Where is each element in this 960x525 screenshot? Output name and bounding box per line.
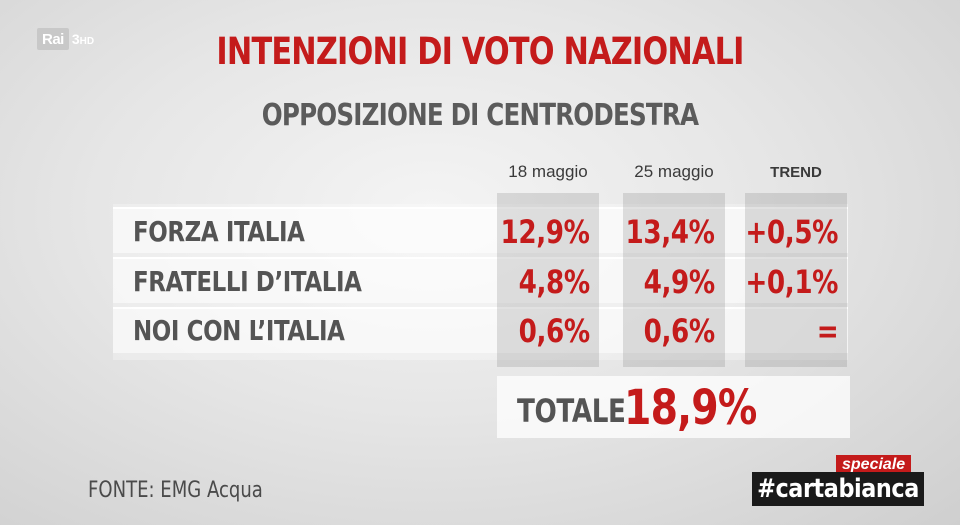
value-25-maggio: 0,6% — [643, 312, 716, 350]
chart-subtitle: OPPOSIZIONE DI CENTRODESTRA — [261, 98, 699, 133]
table-row-forza-italia — [113, 207, 848, 253]
chart-title: INTENZIONI DI VOTO NAZIONALI — [216, 30, 744, 73]
party-label: FRATELLI D’ITALIA — [133, 265, 362, 298]
column-header-25-maggio: 25 maggio — [634, 162, 714, 181]
column-header-trend: TREND — [770, 164, 822, 181]
total-label: TOTALE — [517, 392, 626, 430]
party-label: NOI CON L’ITALIA — [133, 314, 345, 347]
value-trend: = — [816, 312, 838, 350]
party-label: FORZA ITALIA — [133, 215, 305, 248]
channel-number: 3HD — [71, 31, 95, 47]
channel-logo: Rai 3HD — [37, 28, 94, 50]
column-shade-25-maggio — [623, 193, 725, 367]
value-18-maggio: 0,6% — [518, 312, 591, 350]
value-25-maggio: 13,4% — [626, 213, 715, 251]
value-trend: +0,1% — [745, 263, 838, 301]
column-shade-18-maggio — [497, 193, 599, 367]
value-18-maggio: 12,9% — [501, 213, 590, 251]
brand-hashtag: #cartabianca — [752, 472, 925, 506]
rai-logo: Rai — [37, 28, 69, 50]
total-value: 18,9% — [624, 380, 757, 436]
value-trend: +0,5% — [745, 213, 838, 251]
table-row-fratelli-italia — [113, 257, 848, 303]
total-box — [497, 376, 850, 438]
column-shade-trend — [745, 193, 847, 367]
value-18-maggio: 4,8% — [518, 263, 591, 301]
source-note: FONTE: EMG Acqua — [88, 478, 263, 503]
column-header-18-maggio: 18 maggio — [508, 162, 588, 181]
table-row-noi-con-italia — [113, 307, 848, 353]
value-25-maggio: 4,9% — [643, 263, 716, 301]
brand-speciale-tag: speciale — [836, 455, 912, 475]
